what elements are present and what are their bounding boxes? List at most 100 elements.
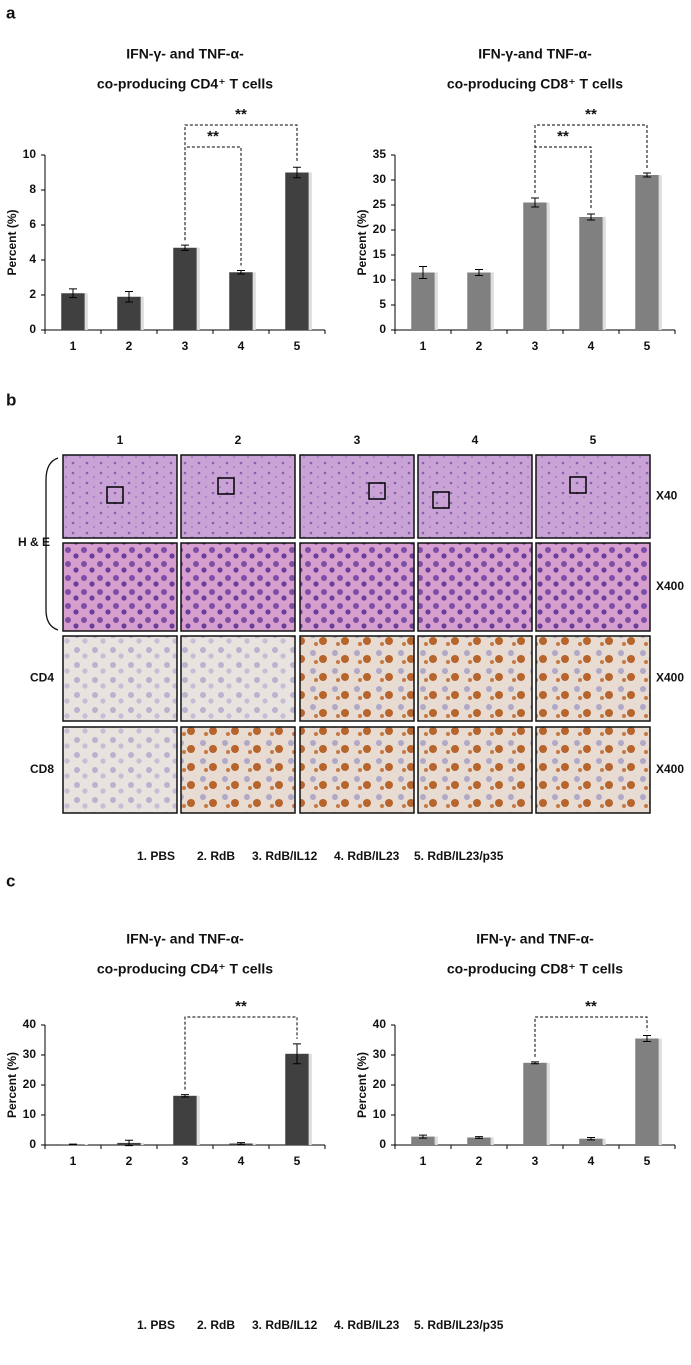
significance-bracket xyxy=(184,124,298,241)
significance-label: ** xyxy=(207,128,219,145)
bar xyxy=(467,1137,491,1145)
y-tick-label: 25 xyxy=(373,197,387,211)
bar xyxy=(523,1062,547,1145)
inset-box xyxy=(368,482,386,500)
x-tick-label: 2 xyxy=(476,339,483,353)
y-tick-label: 5 xyxy=(379,297,386,311)
y-tick-label: 30 xyxy=(373,172,387,186)
column-header: 1 xyxy=(117,433,124,447)
y-tick-label: 10 xyxy=(373,272,387,286)
bar xyxy=(117,296,141,330)
chart-title: co-producing CD4⁺ T cells xyxy=(97,961,273,977)
error-bar xyxy=(643,1035,651,1042)
error-bar xyxy=(419,266,427,279)
error-bar xyxy=(475,1136,483,1139)
y-tick-label: 2 xyxy=(29,287,36,301)
error-bar xyxy=(237,1142,245,1145)
micrograph xyxy=(62,635,178,722)
bar-highlight xyxy=(252,1143,256,1145)
error-bar xyxy=(531,197,539,208)
x-tick-label: 3 xyxy=(182,339,189,353)
y-tick-label: 6 xyxy=(29,217,36,231)
error-bar xyxy=(293,166,301,179)
x-tick-label: 3 xyxy=(532,339,539,353)
bar-highlight xyxy=(252,272,256,330)
bar-highlight xyxy=(434,272,438,330)
legend-item: 2. RdB xyxy=(197,849,235,863)
bar-highlight xyxy=(434,1136,438,1145)
chart-title: co-producing CD8⁺ T cells xyxy=(447,76,623,92)
x-tick-label: 5 xyxy=(294,1154,301,1168)
bar-highlight xyxy=(308,172,312,330)
y-tick-label: 20 xyxy=(373,222,387,236)
error-bar xyxy=(587,1137,595,1141)
x-tick-label: 2 xyxy=(126,339,133,353)
y-tick-label: 40 xyxy=(23,1017,37,1031)
bar-highlight xyxy=(308,1053,312,1145)
x-tick-label: 5 xyxy=(294,339,301,353)
micrograph xyxy=(535,635,651,722)
column-header: 5 xyxy=(590,433,597,447)
y-tick-label: 0 xyxy=(379,322,386,336)
legend-item: 5. RdB/IL23/p35 xyxy=(414,1318,504,1332)
error-bar xyxy=(587,213,595,221)
y-tick-label: 0 xyxy=(379,1137,386,1151)
micrograph xyxy=(180,542,296,632)
bar xyxy=(285,1053,309,1145)
row-label: CD8 xyxy=(30,762,54,776)
error-bar xyxy=(237,270,245,275)
bar xyxy=(61,293,85,330)
y-axis-label: Percent (%) xyxy=(355,1052,369,1118)
bar-highlight xyxy=(490,272,494,330)
significance-label: ** xyxy=(585,106,597,123)
error-bar xyxy=(125,1139,133,1147)
micrograph xyxy=(417,542,533,632)
y-axis-label: Percent (%) xyxy=(5,209,19,275)
micrograph xyxy=(535,726,651,814)
bar xyxy=(173,247,197,330)
bar-highlight xyxy=(602,217,606,330)
bar-highlight xyxy=(140,296,144,330)
legend-item: 4. RdB/IL23 xyxy=(334,1318,400,1332)
significance-bracket xyxy=(534,1016,648,1057)
magnification: X40 xyxy=(656,489,678,503)
row-label: H & E xyxy=(18,535,50,549)
magnification: X400 xyxy=(656,762,684,776)
error-bar xyxy=(531,1061,539,1065)
bar-highlight xyxy=(546,1062,550,1145)
micrograph xyxy=(299,635,415,722)
bar xyxy=(173,1095,197,1145)
legend-item: 5. RdB/IL23/p35 xyxy=(414,849,504,863)
legend-item: 1. PBS xyxy=(137,849,175,863)
x-tick-label: 4 xyxy=(588,339,595,353)
y-tick-label: 10 xyxy=(23,147,37,161)
error-bar xyxy=(181,244,189,251)
column-header: 2 xyxy=(235,433,242,447)
error-bar xyxy=(643,172,651,178)
y-tick-label: 4 xyxy=(29,252,36,266)
bar-highlight xyxy=(546,202,550,330)
bar-highlight xyxy=(84,293,88,330)
y-tick-label: 10 xyxy=(23,1107,37,1121)
histology-grid xyxy=(62,454,651,814)
x-tick-label: 3 xyxy=(182,1154,189,1168)
chart-title: IFN-γ- and TNF-α- xyxy=(126,931,244,947)
micrograph xyxy=(299,542,415,632)
chart-title: co-producing CD8⁺ T cells xyxy=(447,961,623,977)
chart-title: co-producing CD4⁺ T cells xyxy=(97,76,273,92)
panel-label: b xyxy=(6,390,16,409)
y-tick-label: 10 xyxy=(373,1107,387,1121)
y-tick-label: 30 xyxy=(23,1047,37,1061)
magnification: X400 xyxy=(656,671,684,685)
micrograph xyxy=(417,454,533,539)
micrograph xyxy=(535,454,651,539)
x-tick-label: 2 xyxy=(476,1154,483,1168)
micrograph xyxy=(417,635,533,722)
significance-bracket xyxy=(184,1016,298,1090)
y-axis-label: Percent (%) xyxy=(5,1052,19,1118)
row-label: CD4 xyxy=(30,671,54,685)
x-tick-label: 4 xyxy=(238,1154,245,1168)
error-bar xyxy=(419,1134,427,1139)
bar xyxy=(579,1138,603,1145)
